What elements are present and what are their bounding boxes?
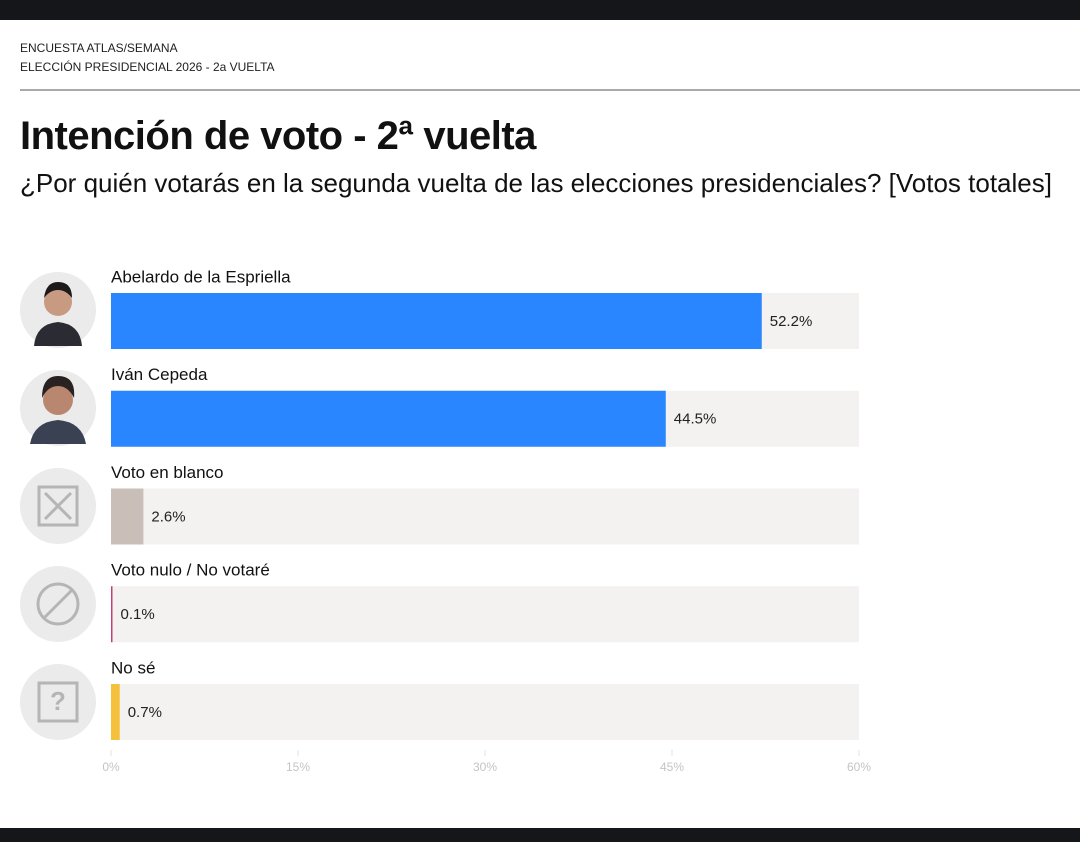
source: ENCUESTA ATLAS/SEMANA <box>20 41 178 55</box>
category-label: No sé <box>111 658 155 677</box>
category-label: Abelardo de la Espriella <box>111 267 291 286</box>
value-label: 2.6% <box>151 508 185 525</box>
bar-track <box>111 684 859 740</box>
top-bar <box>0 0 1080 20</box>
photo-2 <box>30 376 86 444</box>
x-tick-label: 30% <box>473 760 497 774</box>
bar-track <box>111 586 859 643</box>
x-tick-label: 0% <box>102 760 120 774</box>
x-tick-label: 15% <box>286 760 310 774</box>
value-label: 44.5% <box>674 411 717 428</box>
icon-unknown: ? <box>37 681 79 723</box>
rule <box>20 89 1080 91</box>
bottom-bar <box>0 828 1080 842</box>
x-tick-label: 45% <box>660 760 684 774</box>
category-label: Iván Cepeda <box>111 365 208 384</box>
bar <box>111 390 666 447</box>
chart-title: Intención de voto - 2ª vuelta <box>20 114 536 158</box>
bar <box>111 488 144 545</box>
bar-track <box>111 488 859 545</box>
value-label: 0.7% <box>128 704 162 721</box>
value-label: 52.2% <box>770 313 813 330</box>
election: ELECCIÓN PRESIDENCIAL 2026 - 2a VUELTA <box>20 60 275 74</box>
category-label: Voto en blanco <box>111 463 223 482</box>
category-label: Voto nulo / No votaré <box>111 561 270 580</box>
icon-null <box>36 582 80 626</box>
bar <box>111 586 113 643</box>
value-label: 0.1% <box>121 606 155 623</box>
chart-subtitle: ¿Por quién votarás en la segunda vuelta … <box>20 168 1052 198</box>
svg-text:?: ? <box>50 686 66 716</box>
x-tick-label: 60% <box>847 760 871 774</box>
photo-1 <box>34 282 82 346</box>
bar <box>111 293 762 349</box>
bar <box>111 684 120 740</box>
icon-blank <box>37 485 79 527</box>
